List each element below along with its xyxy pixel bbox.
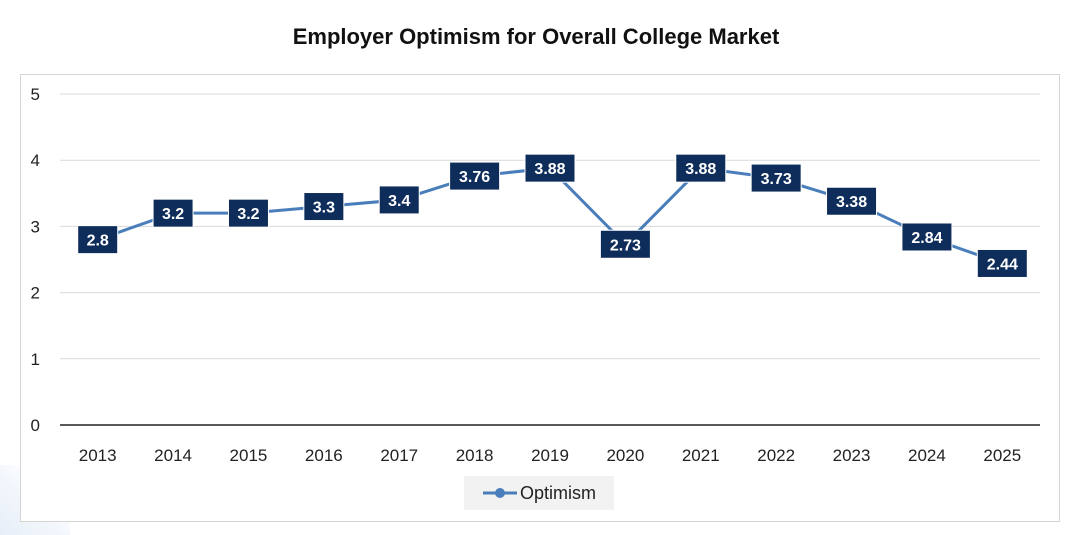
x-tick-label: 2013 [79,446,117,465]
legend: Optimism [464,476,614,510]
chart-title: Employer Optimism for Overall College Ma… [292,24,780,49]
data-label-box [227,198,269,228]
data-label-box [378,185,420,215]
data-label-box [449,161,501,191]
data-label-box [976,248,1028,278]
x-tick-label: 2014 [154,446,192,465]
data-label: 2.8 [87,233,109,250]
y-tick-label: 2 [31,284,40,303]
y-tick-label: 4 [31,151,40,170]
x-tick-label: 2016 [305,446,343,465]
data-label: 3.2 [162,206,184,223]
data-label: 3.88 [534,161,565,178]
y-tick-label: 0 [31,416,40,435]
x-tick-label: 2020 [606,446,644,465]
x-tick-label: 2019 [531,446,569,465]
x-tick-label: 2023 [833,446,871,465]
data-label-box [524,153,576,183]
data-label: 3.73 [761,171,792,188]
x-tick-label: 2021 [682,446,720,465]
x-tick-label: 2022 [757,446,795,465]
x-tick-label: 2024 [908,446,946,465]
y-tick-label: 5 [31,85,40,104]
y-tick-label: 1 [31,350,40,369]
data-label: 3.76 [459,169,490,186]
data-label-box [826,186,878,216]
data-label: 2.44 [987,256,1018,273]
x-tick-label: 2018 [456,446,494,465]
x-tick-label: 2025 [983,446,1021,465]
data-label-box [77,225,119,255]
data-label: 2.73 [610,237,641,254]
data-label-box [152,198,194,228]
legend-marker-icon [483,488,517,498]
data-label-box [901,222,953,252]
plot-area-frame [20,74,1060,522]
data-label: 3.3 [313,200,335,217]
x-tick-label: 2015 [230,446,268,465]
data-label: 2.84 [911,230,942,247]
legend-label: Optimism [520,482,596,503]
data-label: 3.38 [836,194,867,211]
data-label: 3.88 [685,161,716,178]
data-label-box [675,153,727,183]
data-label-box [750,163,802,193]
data-label-box [303,192,345,222]
x-tick-label: 2017 [380,446,418,465]
y-tick-label: 3 [31,217,40,236]
data-label: 3.4 [388,193,410,210]
data-label-box [599,229,651,259]
data-label: 3.2 [237,206,259,223]
